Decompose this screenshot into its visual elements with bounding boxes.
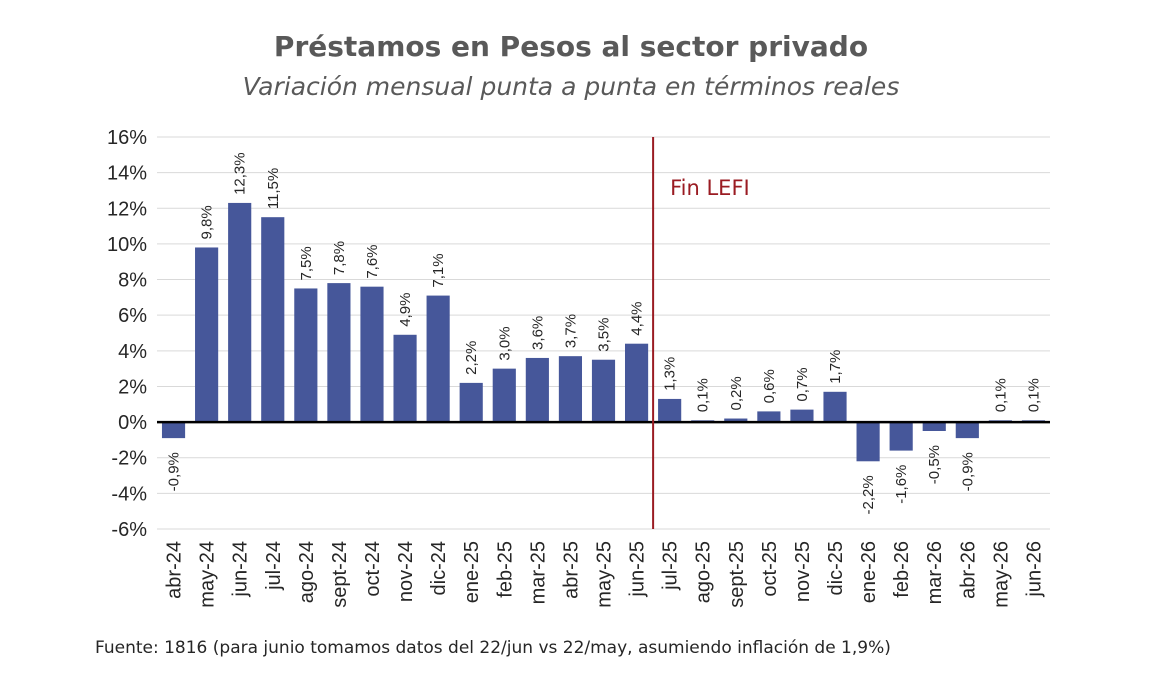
x-tick-abr-26: abr-26 (957, 541, 979, 599)
x-tick-jul-25: jul-25 (660, 541, 682, 591)
source-note: Fuente: 1816 (para junio tomamos datos d… (95, 638, 891, 658)
bar-nov-25 (790, 409, 814, 423)
data-label-may-26: 0,1% (992, 378, 1009, 412)
chart-title: Préstamos en Pesos al sector privado (273, 30, 869, 63)
data-label-jun-24: 12,3% (232, 152, 249, 195)
bar-jun-25 (624, 343, 649, 423)
x-tick-may-24: may-24 (197, 541, 219, 608)
y-tick-label: 12% (107, 198, 147, 220)
y-tick-label: -2% (111, 448, 147, 470)
data-label-jun-26: 0,1% (1025, 378, 1042, 412)
data-label-ene-25: 2,2% (463, 341, 480, 375)
y-tick-label: -6% (111, 519, 147, 541)
data-label-sept-24: 7,8% (331, 241, 348, 275)
x-tick-ene-26: ene-26 (858, 541, 880, 603)
y-tick-label: 6% (118, 305, 147, 327)
data-label-feb-26: -1,6% (893, 465, 910, 504)
bar-sept-24 (327, 283, 351, 423)
data-label-jul-25: 1,3% (662, 357, 679, 391)
data-label-abr-25: 3,7% (562, 314, 579, 348)
bar-jun-24 (228, 202, 252, 423)
x-tick-abr-25: abr-25 (560, 541, 582, 599)
x-tick-nov-25: nov-25 (792, 541, 814, 602)
x-tick-abr-24: abr-24 (164, 541, 186, 599)
data-label-sept-25: 0,2% (728, 376, 745, 410)
x-tick-dic-25: dic-25 (825, 541, 847, 595)
bar-may-25 (591, 359, 616, 423)
data-labels: -0,9% 9,8% 12,3% 11,5% 7,5% 7,8% 7,6% 4,9% 7,1% 2… (166, 152, 1043, 514)
bar-dic-25 (823, 391, 847, 423)
data-label-dic-25: 1,7% (827, 350, 844, 384)
x-tick-ago-25: ago-25 (693, 541, 715, 603)
chart-subtitle: Variación mensual punta a punta en térmi… (242, 72, 900, 101)
bar-may-24 (195, 247, 219, 423)
x-tick-oct-24: oct-24 (362, 541, 384, 597)
data-label-oct-24: 7,6% (364, 244, 381, 278)
x-tick-mar-26: mar-26 (924, 541, 946, 604)
bar-dic-24 (426, 295, 450, 423)
bar-jul-24 (261, 217, 285, 423)
x-tick-feb-25: feb-25 (494, 541, 516, 598)
bar-mar-25 (525, 357, 549, 423)
data-label-abr-26: -0,9% (959, 452, 976, 491)
bar-ene-25 (459, 382, 483, 423)
x-tick-jun-26: jun-26 (1023, 541, 1045, 598)
bar-nov-24 (393, 334, 417, 423)
x-tick-sept-25: sept-25 (726, 541, 748, 608)
data-label-ago-24: 7,5% (298, 246, 315, 280)
x-tick-feb-26: feb-26 (891, 541, 913, 598)
bar-oct-24 (360, 286, 384, 423)
data-label-abr-24: -0,9% (166, 452, 183, 491)
x-tick-oct-25: oct-25 (759, 541, 781, 597)
bar-abr-24 (161, 422, 186, 439)
data-label-mar-26: -0,5% (926, 445, 943, 484)
bar-oct-25 (757, 411, 781, 423)
bar-sept-25 (724, 418, 748, 423)
y-tick-label: 16% (107, 127, 147, 149)
x-tick-jun-24: jun-24 (230, 541, 252, 598)
data-label-ago-25: 0,1% (695, 378, 712, 412)
x-tick-ago-24: ago-24 (296, 541, 318, 603)
data-label-jul-24: 11,5% (265, 168, 282, 209)
bar-mar-26 (922, 422, 946, 431)
data-label-nov-24: 4,9% (397, 293, 414, 327)
y-tick-label: 14% (107, 163, 147, 185)
bar-abr-25 (558, 356, 583, 423)
y-tick-label: 0% (118, 412, 147, 434)
y-tick-label: 2% (118, 376, 147, 398)
data-label-may-24: 9,8% (199, 205, 216, 239)
x-tick-may-25: may-25 (594, 541, 616, 608)
x-tick-dic-24: dic-24 (428, 541, 450, 595)
y-axis-ticks: -6% -4% -2% 0% 2% 4% 6% 8% 10% 12% 14% 16% (107, 127, 147, 541)
y-tick-label: -4% (111, 483, 147, 505)
data-label-mar-25: 3,6% (529, 316, 546, 350)
y-tick-label: 4% (118, 341, 147, 363)
data-label-jun-25: 4,4% (629, 301, 646, 335)
y-tick-label: 8% (118, 270, 147, 292)
bars (161, 202, 1046, 462)
data-label-dic-24: 7,1% (430, 253, 447, 287)
x-tick-jul-24: jul-24 (263, 541, 285, 591)
bar-ene-26 (856, 422, 880, 462)
bar-abr-26 (955, 422, 979, 439)
data-label-may-25: 3,5% (596, 318, 613, 352)
fin-lefi-label: Fin LEFI (670, 176, 750, 200)
x-tick-jun-25: jun-25 (627, 541, 649, 598)
data-label-oct-25: 0,6% (761, 369, 778, 403)
bar-ago-24 (294, 288, 318, 423)
data-label-nov-25: 0,7% (794, 367, 811, 401)
bar-feb-26 (889, 422, 913, 451)
x-tick-mar-25: mar-25 (527, 541, 549, 604)
x-tick-nov-24: nov-24 (395, 541, 417, 602)
x-axis-ticks: abr-24 may-24 jun-24 jul-24 ago-24 sept-24 oct… (164, 541, 1046, 608)
data-label-feb-25: 3,0% (496, 326, 513, 360)
bar-feb-25 (492, 368, 516, 423)
x-tick-ene-25: ene-25 (461, 541, 483, 603)
bar-jul-25 (658, 398, 682, 423)
x-tick-may-26: may-26 (990, 541, 1012, 608)
data-label-ene-26: -2,2% (860, 475, 877, 514)
x-tick-sept-24: sept-24 (329, 541, 351, 608)
y-tick-label: 10% (107, 234, 147, 256)
